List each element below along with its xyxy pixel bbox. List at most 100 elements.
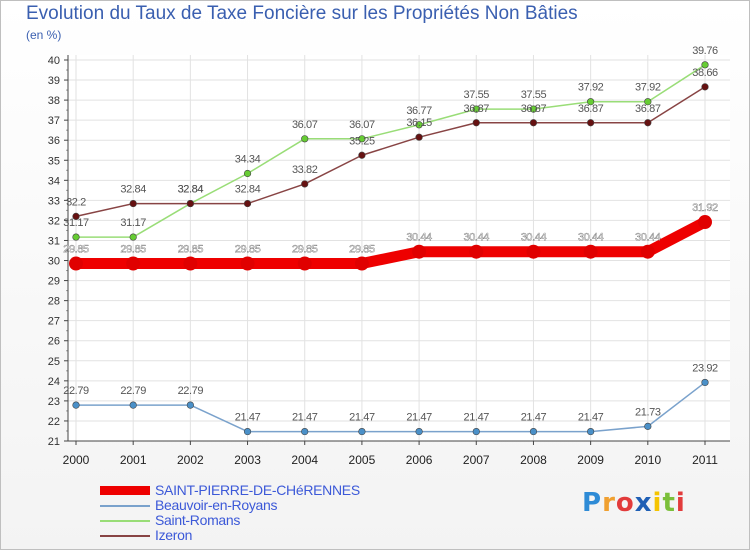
data-label: 36.77 [406, 105, 432, 117]
data-point [243, 427, 252, 436]
y-tick-label: 22 [48, 416, 60, 428]
data-point [640, 244, 655, 259]
data-label: 30.44 [464, 232, 490, 244]
data-label: 39.76 [692, 45, 718, 57]
x-tick-label: 2009 [577, 453, 604, 467]
y-tick-label: 39 [48, 75, 60, 87]
y-tick-label: 35 [48, 155, 60, 167]
data-point [129, 401, 137, 409]
data-label: 22.79 [63, 385, 89, 397]
x-tick-label: 2007 [463, 453, 490, 467]
x-tick-label: 2006 [406, 453, 433, 467]
data-label: 30.44 [578, 232, 604, 244]
data-point [529, 427, 538, 436]
proxiti-logo: Proxiti [582, 488, 686, 518]
data-label: 31.17 [120, 217, 146, 229]
data-label: 22.79 [178, 385, 204, 397]
data-label: 32.84 [235, 184, 261, 196]
data-point [72, 401, 80, 409]
data-point [240, 256, 255, 271]
data-label: 36.87 [635, 103, 661, 115]
x-tick-label: 2008 [520, 453, 547, 467]
data-label: 21.47 [406, 412, 432, 424]
data-point [701, 61, 709, 69]
data-point [301, 135, 309, 143]
legend-swatch [100, 505, 150, 507]
data-point [587, 427, 595, 436]
data-point [587, 98, 595, 106]
data-point [186, 199, 194, 208]
data-point [358, 427, 366, 436]
y-tick-label: 40 [48, 55, 60, 67]
data-label: 29.85 [235, 244, 261, 256]
x-tick-label: 2005 [349, 453, 376, 467]
data-point [72, 233, 80, 241]
y-tick-label: 23 [48, 396, 60, 408]
legend-swatch [100, 535, 150, 537]
data-point [529, 119, 538, 127]
data-label: 30.44 [635, 232, 661, 244]
data-point [69, 256, 83, 271]
data-label: 37.92 [635, 82, 661, 94]
data-label: 36.07 [349, 119, 375, 131]
data-label: 36.87 [578, 103, 604, 115]
data-point [297, 256, 312, 271]
x-tick-label: 2001 [120, 453, 147, 467]
legend-label: SAINT-PIERRE-DE-CHéRENNES [155, 482, 360, 498]
chart-title: Evolution du Taux de Taxe Foncière sur l… [26, 3, 578, 24]
data-point [301, 427, 309, 436]
data-label: 21.47 [521, 412, 547, 424]
data-point [701, 378, 709, 387]
data-label: 34.34 [235, 153, 261, 165]
y-tick-label: 33 [48, 195, 60, 207]
data-point [472, 427, 480, 436]
data-label: 37.55 [464, 89, 490, 101]
data-point [72, 212, 80, 221]
data-label: 29.85 [120, 244, 146, 256]
data-point [358, 135, 366, 143]
data-label: 36.15 [406, 117, 432, 129]
data-point [644, 98, 652, 106]
data-point [412, 244, 427, 259]
y-tick-label: 32 [48, 215, 60, 227]
data-label: 29.85 [349, 244, 375, 256]
x-tick-label: 2000 [63, 453, 90, 467]
legend-swatch [100, 520, 150, 522]
data-label: 32.2 [66, 196, 86, 208]
data-point [472, 119, 480, 127]
data-label: 21.73 [635, 406, 661, 418]
data-point [415, 133, 423, 141]
data-point [472, 105, 480, 113]
y-tick-label: 30 [48, 256, 60, 268]
data-label: 23.92 [692, 362, 718, 374]
data-label: 35.25 [349, 135, 375, 147]
data-label: 32.84 [178, 184, 204, 196]
data-label: 37.92 [578, 82, 604, 94]
legend-label: Beauvoir-en-Royans [155, 497, 278, 513]
data-label: 21.47 [235, 412, 261, 424]
x-tick-label: 2003 [234, 453, 261, 467]
data-point [354, 256, 369, 271]
data-point [415, 427, 423, 436]
x-tick-label: 2010 [634, 453, 661, 467]
data-point [301, 180, 309, 188]
y-tick-label: 36 [48, 135, 60, 147]
series-line-1 [75, 381, 706, 433]
data-label: 29.85 [178, 244, 204, 256]
data-label: 21.47 [464, 412, 490, 424]
data-label: 38.66 [692, 67, 718, 79]
series-line-2 [75, 64, 706, 238]
data-point [698, 215, 712, 230]
data-label: 29.85 [63, 244, 89, 256]
data-point [129, 199, 137, 208]
data-point [186, 401, 194, 409]
y-tick-label: 21 [48, 436, 60, 448]
data-point [243, 169, 252, 178]
data-label: 30.44 [521, 232, 547, 244]
series-line-0 [70, 216, 711, 270]
data-point [415, 121, 423, 129]
y-axis-unit: (en %) [26, 28, 62, 42]
y-tick-label: 27 [48, 316, 60, 328]
data-point [126, 256, 141, 271]
legend-swatch [100, 486, 150, 495]
